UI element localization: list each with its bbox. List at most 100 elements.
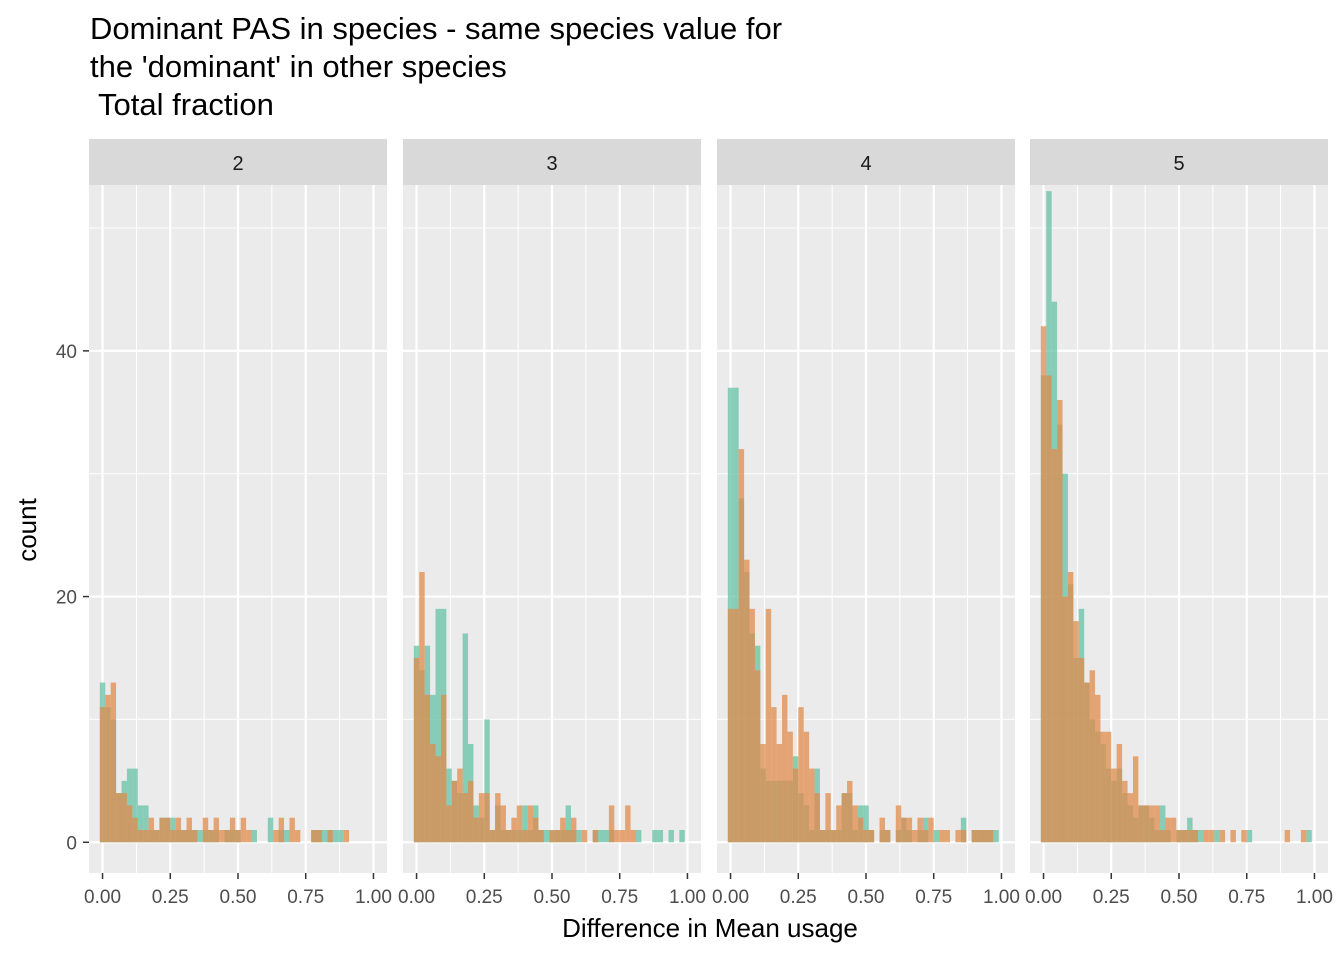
histogram-bar xyxy=(782,694,788,843)
histogram-bar xyxy=(1192,830,1198,843)
histogram-bar xyxy=(468,780,474,843)
x-tick-label: 1.00 xyxy=(983,887,1020,908)
histogram-bar xyxy=(901,817,907,843)
histogram-bar xyxy=(327,830,333,843)
histogram-bar xyxy=(1187,817,1193,843)
histogram-bar xyxy=(1105,731,1112,843)
histogram-bar xyxy=(110,682,117,843)
histogram-bar xyxy=(1095,694,1101,843)
histogram-bar xyxy=(197,830,203,843)
histogram-bar xyxy=(116,793,122,843)
histogram-bar xyxy=(522,830,528,843)
histogram-bar xyxy=(798,707,804,843)
histogram-bar xyxy=(1051,449,1058,843)
histogram-bar xyxy=(170,817,176,843)
histogram-bar xyxy=(1067,572,1074,843)
histogram-bar xyxy=(1046,375,1052,843)
histogram-bar xyxy=(565,830,571,843)
histogram-bar xyxy=(1246,830,1253,843)
chart-title-line-3: Total fraction xyxy=(90,87,274,122)
x-tick-label: 0.00 xyxy=(1025,887,1062,908)
x-tick-label: 0.25 xyxy=(466,887,503,908)
histogram-bar xyxy=(830,830,837,843)
histogram-bar xyxy=(219,830,225,843)
histogram-bar xyxy=(863,830,869,843)
histogram-bar xyxy=(1230,830,1236,843)
histogram-bar xyxy=(267,817,274,843)
histogram-bar xyxy=(570,817,577,843)
histogram-bar xyxy=(939,830,945,843)
histogram-bar xyxy=(1214,830,1220,843)
histogram-bar xyxy=(99,707,106,843)
histogram-bar xyxy=(543,830,550,843)
histogram-bar xyxy=(814,793,820,843)
histogram-bar xyxy=(105,694,111,843)
histogram-bar xyxy=(738,449,745,843)
histogram-bar xyxy=(754,670,761,843)
x-tick-label: 1.00 xyxy=(1296,887,1333,908)
x-tick-label: 0.75 xyxy=(915,887,952,908)
chart-title: Dominant PAS in species - same species v… xyxy=(90,10,1090,124)
histogram-bar xyxy=(1284,830,1291,843)
histogram-bar xyxy=(749,608,755,843)
facet-label: 4 xyxy=(860,153,871,175)
histogram-bar xyxy=(906,817,913,843)
histogram-bar xyxy=(922,817,929,843)
histogram-bar xyxy=(484,719,490,843)
histogram-bar xyxy=(809,768,815,843)
histogram-bar xyxy=(592,830,599,843)
histogram-bar xyxy=(912,830,918,843)
histogram-bar xyxy=(435,756,441,843)
histogram-bar xyxy=(1160,805,1166,843)
histogram-bar xyxy=(321,830,328,843)
histogram-bar xyxy=(1203,830,1209,843)
y-tick-label: 40 xyxy=(56,342,77,363)
histogram-bar xyxy=(868,830,875,843)
histogram-bar xyxy=(598,830,604,843)
histogram-bar xyxy=(982,830,988,843)
x-tick-label: 0.25 xyxy=(152,887,189,908)
x-tick-label: 0.25 xyxy=(780,887,817,908)
histogram-bar xyxy=(137,805,144,843)
histogram-bar xyxy=(132,817,138,843)
histogram-bar xyxy=(424,694,431,843)
histogram-bar xyxy=(446,768,452,843)
histogram-bar xyxy=(944,830,950,843)
histogram-bar xyxy=(533,817,539,843)
histogram-bar xyxy=(240,817,247,843)
histogram-bar xyxy=(1057,400,1063,843)
histogram-bar xyxy=(635,830,642,843)
histogram-bar xyxy=(1187,830,1193,843)
x-tick-label: 1.00 xyxy=(669,887,706,908)
x-tick-label: 0.25 xyxy=(1093,887,1130,908)
histogram-bar xyxy=(505,830,512,843)
histogram-bar xyxy=(1111,768,1117,843)
histogram-bar xyxy=(1197,830,1204,843)
y-axis: 0 20 40 xyxy=(56,342,89,854)
histogram-bar xyxy=(1160,830,1166,843)
x-tick-label: 0.50 xyxy=(534,887,571,908)
histogram-bar xyxy=(164,817,171,843)
histogram-bar xyxy=(1073,621,1079,843)
histogram-bar xyxy=(451,780,458,843)
x-tick-label: 0.75 xyxy=(287,887,324,908)
histogram-bar xyxy=(803,731,810,843)
histogram-bar xyxy=(126,768,133,843)
histogram-bar xyxy=(1165,817,1171,843)
histogram-bar xyxy=(511,817,517,843)
x-tick-label: 0.00 xyxy=(398,887,435,908)
histogram-bar xyxy=(246,830,252,843)
histogram-bar xyxy=(495,793,501,843)
histogram-bar xyxy=(630,830,636,843)
histogram-bar xyxy=(1100,731,1106,843)
histogram-bar xyxy=(792,768,799,843)
histogram-bar xyxy=(208,830,214,843)
histogram-bar xyxy=(1154,805,1161,843)
x-tick-label: 0.00 xyxy=(712,887,749,908)
panel-4: 4 0.00 0.25 0.50 0.75 1.00 xyxy=(712,139,1020,908)
histogram-bar xyxy=(440,694,447,843)
histogram-bar xyxy=(841,793,848,843)
histogram-bar xyxy=(549,830,555,843)
histogram-bar xyxy=(175,817,182,843)
histogram-bar xyxy=(478,793,485,843)
